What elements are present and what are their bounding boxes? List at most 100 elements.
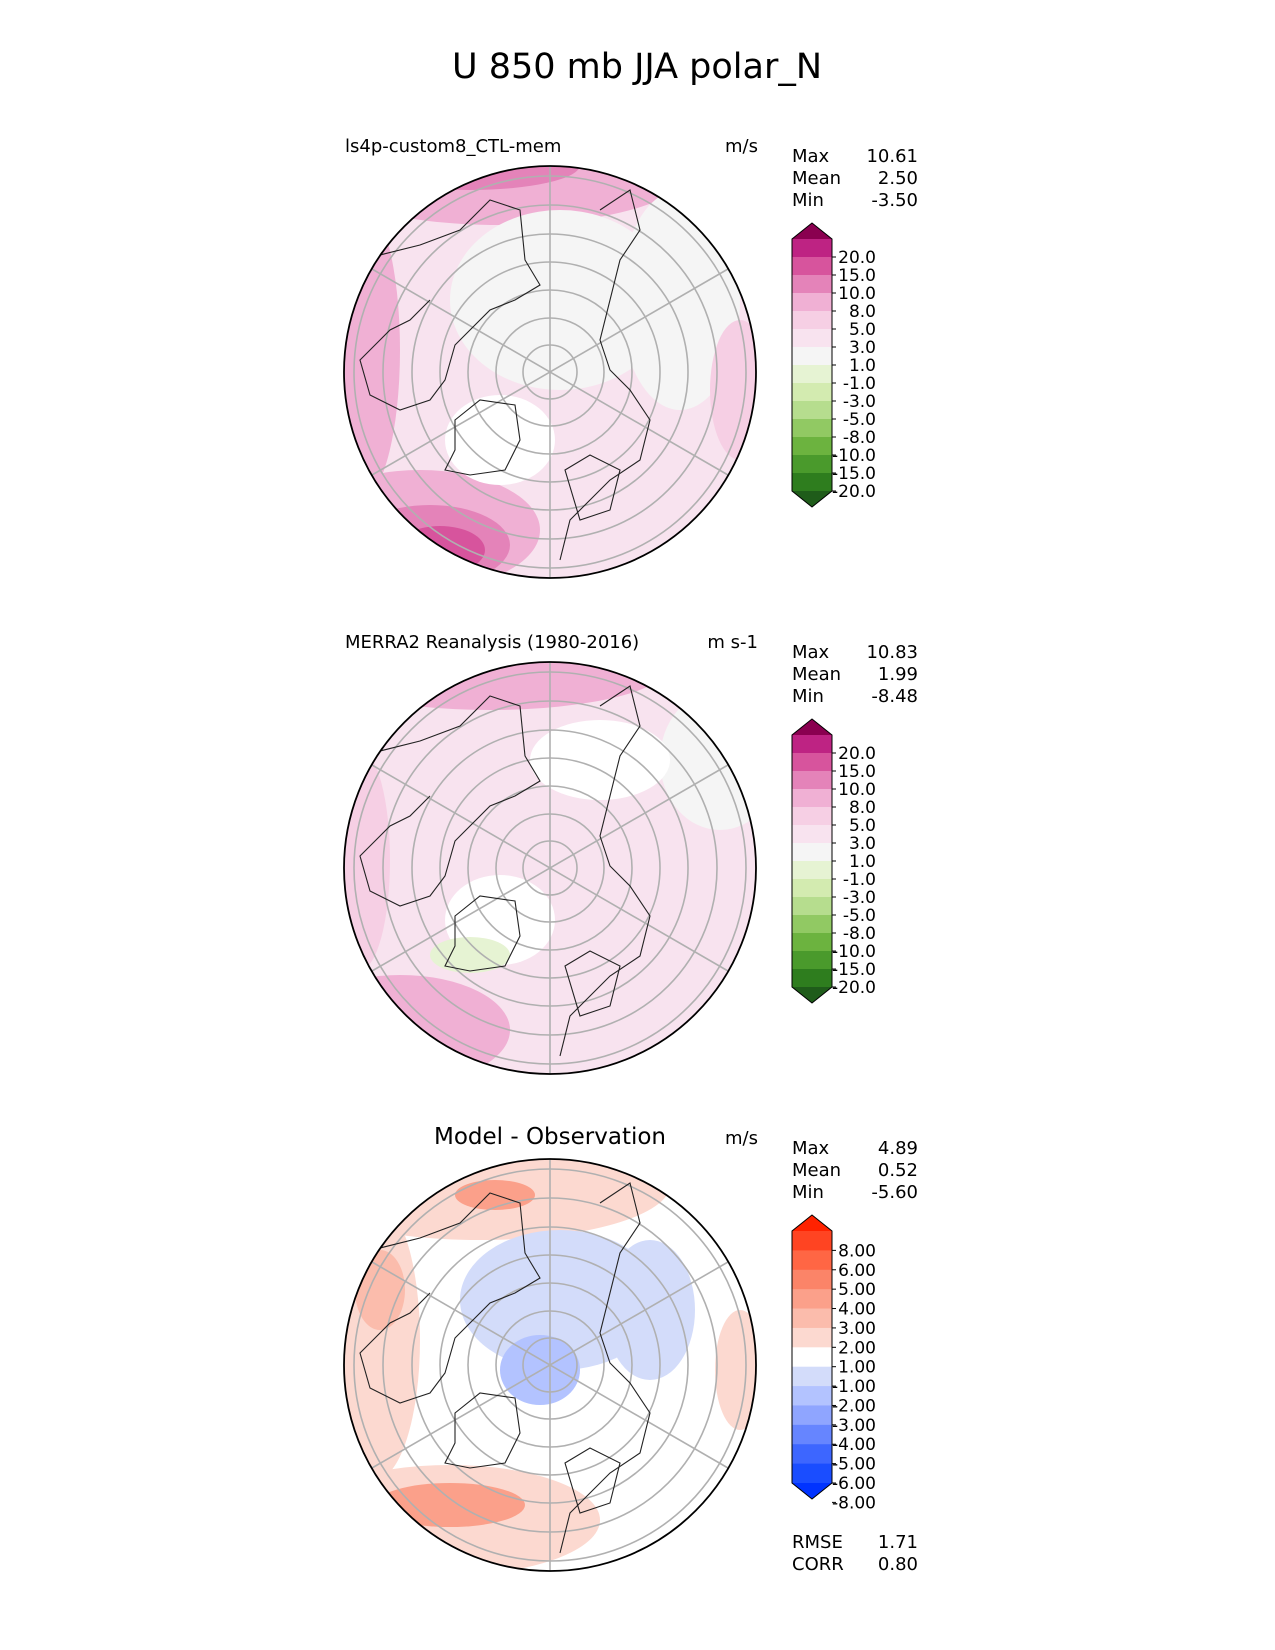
colorbar-extend-max xyxy=(792,223,832,239)
colorbar-swatch xyxy=(792,789,832,808)
stat-max-label: Max xyxy=(792,1138,830,1159)
colorbar-swatch xyxy=(792,1327,832,1348)
stat-min-value: -3.50 xyxy=(871,190,918,211)
colorbar-tick-label: -1.0 xyxy=(843,870,876,890)
colorbar-tick-label: 15.0 xyxy=(838,266,876,286)
stat-min-value: -8.48 xyxy=(871,686,918,707)
colorbar-tick-label: 2.00 xyxy=(838,1338,876,1358)
stats-box: Max 10.83 Mean 1.99 Min -8.48 xyxy=(792,642,918,707)
coastlines xyxy=(359,189,651,561)
coastlines xyxy=(359,1182,651,1554)
colorbar-extend-min xyxy=(792,987,832,1003)
stat-max-label: Max xyxy=(792,146,830,167)
colorbar-tick-label: 8.0 xyxy=(849,798,876,818)
stat-max-value: 4.89 xyxy=(878,1138,918,1159)
colorbar-swatch xyxy=(792,1386,832,1406)
stat-max-value: 10.83 xyxy=(866,642,918,663)
colorbar-swatch xyxy=(792,861,832,880)
panel-title: MERRA2 Reanalysis (1980-2016) xyxy=(345,632,639,653)
colorbar-extend-min xyxy=(792,491,832,507)
colorbar-swatch xyxy=(792,1444,832,1465)
map-boundary xyxy=(343,165,757,579)
graticule xyxy=(353,166,747,578)
colorbar-tick-label: -10.0 xyxy=(832,446,876,466)
colorbar-swatch xyxy=(792,825,832,844)
colorbar-tick-label: -15.0 xyxy=(832,464,876,484)
panel-difference: Model - Observation m/s xyxy=(343,1124,918,1575)
stat-max-label: Max xyxy=(792,642,830,663)
colorbar-tick-label: -20.0 xyxy=(832,482,876,502)
panel-units: m s-1 xyxy=(707,632,758,653)
metric-rmse-value: 1.71 xyxy=(878,1532,918,1553)
polar-map xyxy=(344,166,756,578)
colorbar-tick-label: 10.0 xyxy=(838,780,876,800)
stat-mean-value: 2.50 xyxy=(878,168,918,189)
metric-corr-label: CORR xyxy=(792,1554,844,1575)
colorbar-tick-label: 1.0 xyxy=(849,356,876,376)
colorbar-tick-label: -3.0 xyxy=(843,392,876,412)
colorbar-swatch xyxy=(792,239,832,258)
colorbar-tick-label: 5.0 xyxy=(849,816,876,836)
colorbar: 20.015.010.08.05.03.01.0-1.0-3.0-5.0-8.0… xyxy=(791,718,876,1004)
colorbar-swatch xyxy=(792,437,832,456)
colorbar-tick-label: 8.00 xyxy=(838,1241,876,1261)
graticule xyxy=(353,1159,747,1571)
colorbar-swatch xyxy=(792,1250,832,1271)
colorbar-swatch xyxy=(792,771,832,790)
colorbar-swatch xyxy=(792,257,832,276)
colorbar-swatch xyxy=(792,473,832,492)
colorbar-tick-label: -1.0 xyxy=(843,374,876,394)
colorbar-swatch xyxy=(792,915,832,934)
colorbar-swatch xyxy=(792,807,832,826)
colorbar-swatch xyxy=(792,1366,832,1387)
colorbar-swatch xyxy=(792,419,832,438)
colorbar-extend-min xyxy=(792,1483,832,1499)
colorbar-tick-label: -3.0 xyxy=(843,888,876,908)
colorbar-swatch xyxy=(792,1308,832,1329)
colorbar-swatch xyxy=(792,1405,832,1426)
colorbar: 20.015.010.08.05.03.01.0-1.0-3.0-5.0-8.0… xyxy=(791,222,876,508)
colorbar-tick-label: 8.0 xyxy=(849,302,876,322)
colorbar-tick-label: 3.0 xyxy=(849,338,876,358)
colorbar-swatch xyxy=(792,329,832,348)
map-boundary xyxy=(343,1158,757,1572)
colorbar-outline xyxy=(791,222,833,508)
colorbar-swatch xyxy=(792,383,832,402)
colorbar-tick-label: 5.00 xyxy=(838,1280,876,1300)
panel-units: m/s xyxy=(725,1128,758,1149)
stats-box: Max 4.89 Mean 0.52 Min -5.60 xyxy=(792,1138,918,1203)
colorbar-swatch xyxy=(792,1347,832,1368)
metric-rmse-label: RMSE xyxy=(792,1532,843,1553)
colorbar-swatch xyxy=(792,1289,832,1310)
stat-min-label: Min xyxy=(792,190,824,211)
colorbar: 8.006.005.004.003.002.001.00-1.00-2.00-3… xyxy=(791,1214,876,1513)
coastlines xyxy=(359,685,651,1057)
colorbar-tick-label: -5.0 xyxy=(843,410,876,430)
stat-min-label: Min xyxy=(792,1182,824,1203)
map-boundary xyxy=(343,661,757,1075)
colorbar-tick-label: 20.0 xyxy=(838,744,876,764)
colorbar-swatch xyxy=(792,275,832,294)
panel-observation: MERRA2 Reanalysis (1980-2016) m s-1 xyxy=(343,632,918,1075)
colorbar-tick-label: -5.0 xyxy=(843,906,876,926)
colorbar-tick-label: 10.0 xyxy=(838,284,876,304)
panel-title: Model - Observation xyxy=(434,1124,666,1150)
colorbar-tick-label: -3.00 xyxy=(832,1416,876,1436)
colorbar-extend-max xyxy=(792,1215,832,1231)
colorbar-tick-label: 3.00 xyxy=(838,1319,876,1339)
panel-title: ls4p-custom8_CTL-mem xyxy=(345,136,561,157)
stat-min-value: -5.60 xyxy=(871,1182,918,1203)
colorbar-tick-label: 4.00 xyxy=(838,1300,876,1320)
stat-mean-value: 1.99 xyxy=(878,664,918,685)
colorbar-tick-label: -4.00 xyxy=(832,1435,876,1455)
stats-box: Max 10.61 Mean 2.50 Min -3.50 xyxy=(792,146,918,211)
figure-title: U 850 mb JJA polar_N xyxy=(452,47,822,87)
colorbar-tick-label: 5.0 xyxy=(849,320,876,340)
stat-mean-value: 0.52 xyxy=(878,1160,918,1181)
colorbar-tick-label: -8.0 xyxy=(843,428,876,448)
stat-mean-label: Mean xyxy=(792,1160,841,1181)
colorbar-swatch xyxy=(792,897,832,916)
colorbar-swatch xyxy=(792,969,832,988)
colorbar-swatch xyxy=(792,753,832,772)
colorbar-outline xyxy=(791,718,833,1004)
